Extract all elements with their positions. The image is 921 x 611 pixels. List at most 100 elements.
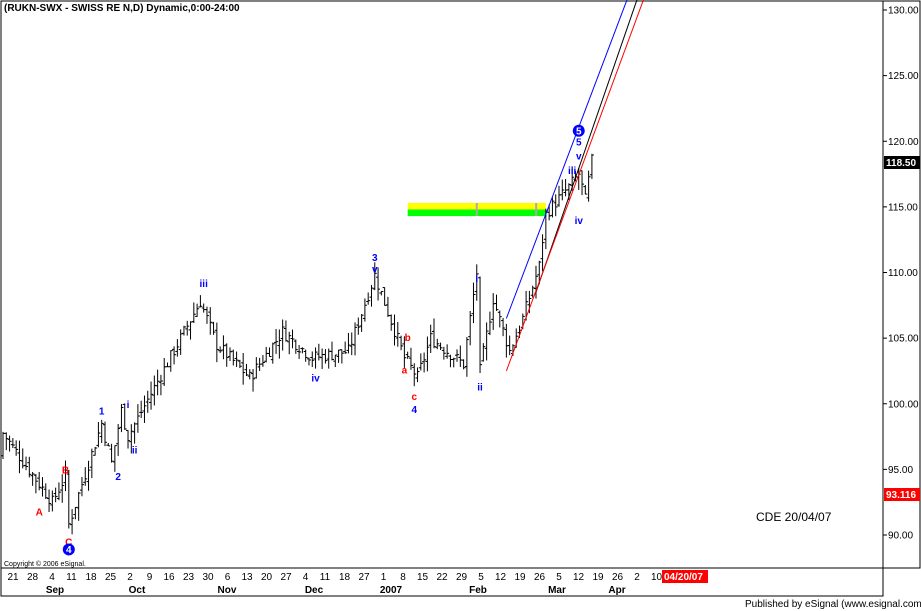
price-bar [349, 332, 354, 356]
channel-line-red [505, 0, 644, 372]
month-tick-label: Nov [218, 585, 237, 596]
price-bar [474, 264, 479, 301]
price-bar [247, 369, 252, 380]
price-bar [283, 320, 288, 342]
price-bar [293, 339, 298, 354]
price-bar [376, 267, 381, 301]
price-bar [10, 438, 15, 449]
price-bar [191, 302, 196, 323]
price-bar [441, 346, 446, 360]
price-bars [1, 153, 594, 535]
price-bar [583, 185, 588, 195]
price-tick-label: 130.00 [888, 6, 919, 17]
price-bar [168, 350, 173, 372]
channel-line-blue [505, 0, 628, 319]
wave-label: C [65, 538, 72, 549]
wave-label: iv [311, 374, 320, 385]
price-bar [422, 352, 427, 373]
price-bar [122, 403, 127, 430]
price-bar [392, 314, 397, 346]
price-bar [418, 353, 423, 371]
month-tick-label: Feb [469, 585, 487, 596]
wave-label: iii [200, 279, 209, 290]
annotation-date: CDE 20/04/07 [756, 510, 832, 524]
last-price-label: 118.50 [886, 158, 916, 169]
price-bar [198, 295, 203, 308]
day-tick-label: 27 [358, 572, 370, 583]
day-tick-label: 11 [320, 572, 331, 583]
price-bar [70, 509, 75, 535]
wave-label: iii [568, 166, 577, 177]
price-bar [280, 319, 285, 351]
price-bar [102, 421, 107, 447]
price-bar [126, 430, 131, 449]
price-bar [389, 314, 394, 331]
price-bar [119, 403, 124, 433]
price-bar [228, 347, 233, 362]
price-bar [412, 363, 417, 387]
price-bar [339, 349, 344, 364]
price-bar [142, 395, 147, 423]
price-bar [211, 321, 216, 335]
price-bar [30, 471, 35, 486]
price-bar [254, 357, 259, 379]
price-bar [323, 349, 328, 364]
price-bar [468, 310, 473, 346]
month-tick-label: Mar [548, 585, 566, 596]
price-bar [372, 262, 377, 291]
price-bar [379, 290, 384, 296]
day-tick-label: 11 [66, 572, 77, 583]
price-bar [277, 329, 282, 359]
day-tick-label: 8 [400, 572, 406, 583]
wave-label: ii [132, 446, 138, 457]
svg-text:4: 4 [66, 545, 72, 556]
price-bar [343, 341, 348, 354]
price-bar [267, 347, 272, 357]
price-bar [218, 346, 223, 353]
price-bar [116, 424, 121, 456]
day-tick-label: 22 [436, 572, 448, 583]
price-bar [109, 443, 114, 463]
wave-label: i [127, 400, 130, 411]
price-bar [214, 322, 219, 363]
price-bar [461, 359, 466, 370]
price-bar [362, 298, 367, 322]
day-tick-label: 4 [49, 572, 55, 583]
price-bar [445, 344, 450, 359]
price-bar [497, 310, 502, 328]
day-tick-label: 9 [147, 572, 153, 583]
price-bar [251, 369, 256, 392]
price-bar [353, 322, 358, 356]
price-bar [287, 331, 292, 355]
last-price-box [884, 156, 920, 169]
price-axis-frame [882, 0, 921, 569]
channel-lines [505, 0, 644, 372]
price-bar [425, 336, 430, 372]
day-tick-label: 18 [85, 572, 97, 583]
day-tick-label: 4 [303, 572, 309, 583]
chart-title: (RUKN-SWX - SWISS RE N,D) Dynamic,0:00-2… [4, 3, 240, 14]
price-bar [533, 265, 538, 299]
month-tick-label: Apr [608, 585, 625, 596]
price-bar [47, 489, 52, 513]
price-bar [24, 456, 29, 471]
day-tick-label: 20 [261, 572, 273, 583]
price-bar [129, 424, 134, 454]
current-date-label: 04/20/07 [664, 572, 703, 583]
price-bar [310, 351, 315, 368]
price-bar [178, 329, 183, 355]
price-bar [56, 482, 61, 501]
price-tick-label: 90.00 [888, 531, 913, 542]
wave-label: i [475, 274, 478, 285]
price-bar [274, 329, 279, 354]
month-tick-label: 2007 [380, 585, 403, 596]
price-bar [399, 335, 404, 351]
wave-label: c [411, 392, 417, 403]
price-bar [300, 347, 305, 354]
time-axis-frame [0, 567, 884, 597]
price-bar [172, 346, 177, 365]
price-bar [313, 347, 318, 369]
price-bar [60, 474, 65, 503]
wave-circle-label: 4 [62, 543, 75, 556]
